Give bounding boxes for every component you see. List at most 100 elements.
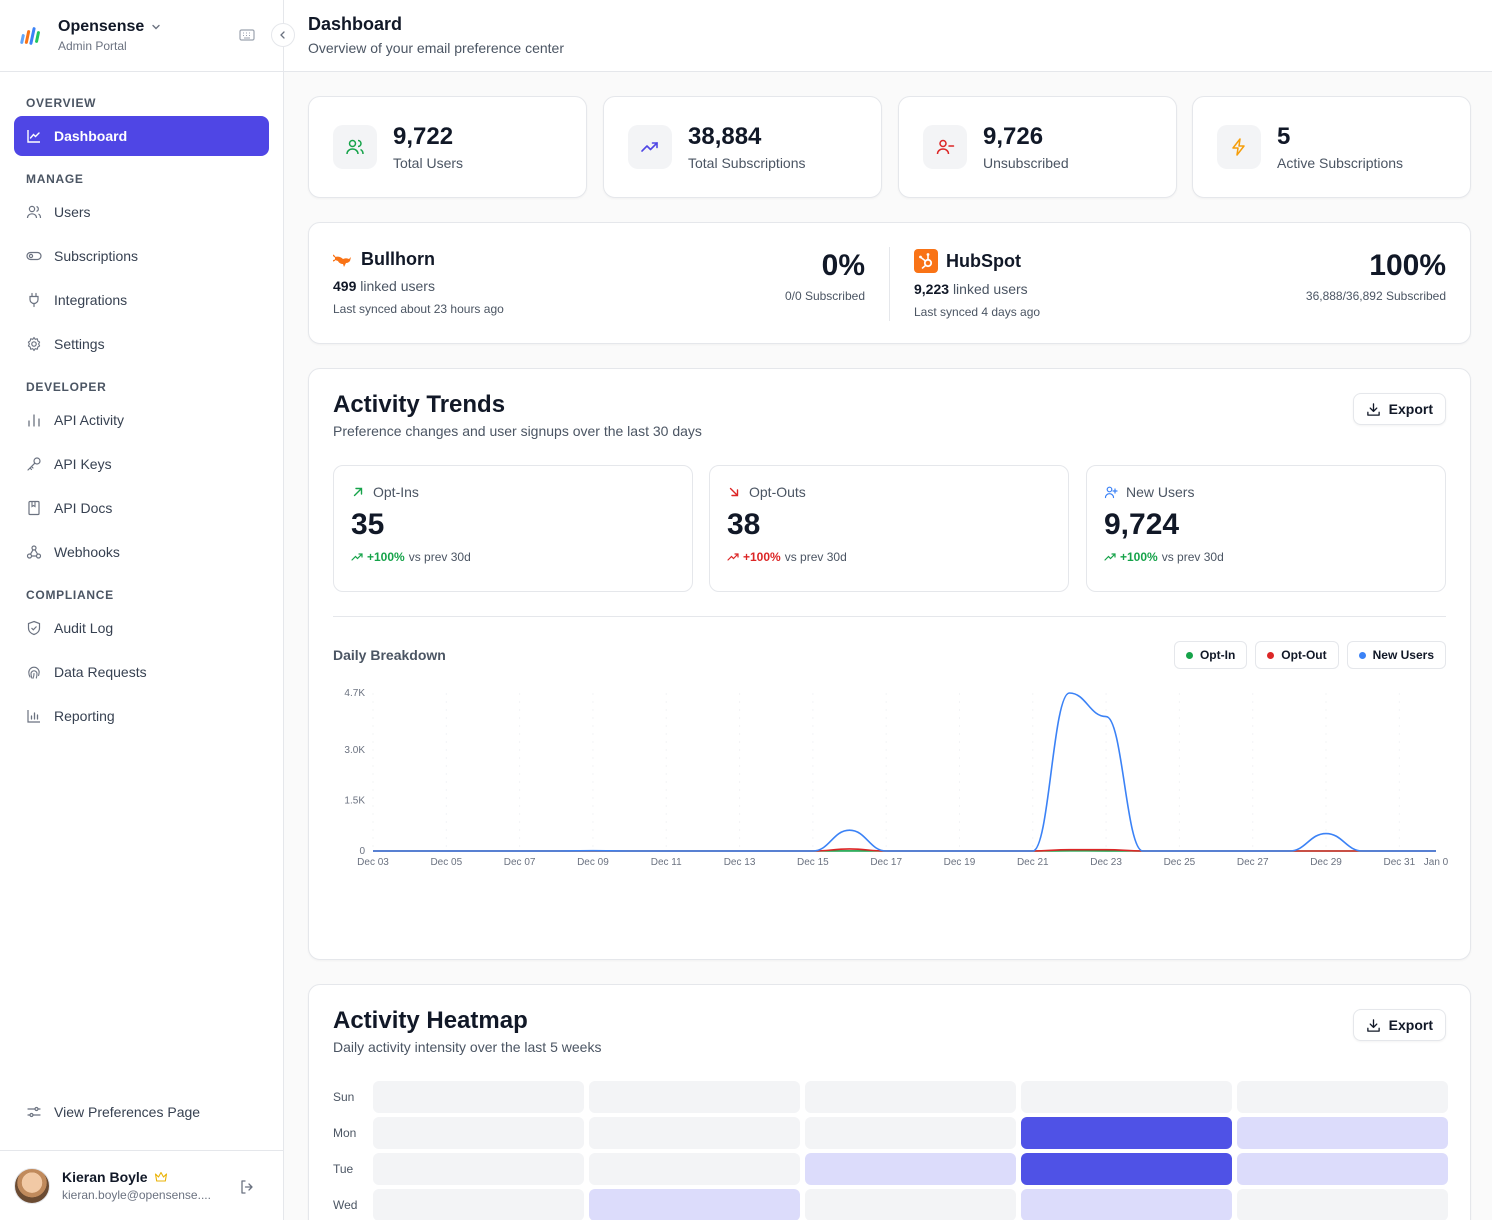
daily-breakdown-chart[interactable]: 0 1.5K 3.0K 4.7K Dec 03 Dec 05 Dec 07 Dec 09 Dec…: [309, 669, 1470, 949]
metric-value: 9,724: [1104, 508, 1180, 541]
activity-trends-title: Activity Trends: [333, 391, 506, 418]
sidebar-item-label: Dashboard: [54, 128, 128, 144]
collapse-sidebar-button[interactable]: [271, 23, 295, 47]
sidebar-item-dashboard[interactable]: Dashboard: [14, 116, 269, 156]
metric-change: +100%: [743, 550, 781, 564]
legend-opt-in[interactable]: Opt-In: [1173, 641, 1248, 669]
x-tick-label: Dec 11: [651, 857, 682, 868]
stat-icon-box: [1217, 125, 1261, 169]
export-trends-button[interactable]: Export: [1352, 393, 1446, 425]
integration-name: HubSpot: [946, 250, 1021, 271]
legend-dot: [1267, 651, 1275, 659]
x-tick-label: Dec 05: [430, 857, 462, 868]
sidebar-item-subscriptions[interactable]: Subscriptions: [14, 236, 269, 276]
user-profile[interactable]: Kieran Boyle kieran.boyle@opensense....: [0, 1150, 283, 1220]
brand-subtitle: Admin Portal: [58, 39, 127, 53]
sidebar-item-users[interactable]: Users: [14, 192, 269, 232]
stat-value: 5: [1277, 123, 1291, 150]
heatmap-cell[interactable]: [589, 1153, 800, 1185]
stat-icon-box: [628, 125, 672, 169]
export-heatmap-button[interactable]: Export: [1352, 1009, 1446, 1041]
bar-chart-icon: [28, 414, 40, 427]
heatmap-cell[interactable]: [1021, 1189, 1232, 1220]
report-icon: [27, 710, 40, 723]
heatmap-cell[interactable]: [1237, 1153, 1448, 1185]
subscribed-ratio: 36,888/36,892 Subscribed: [1305, 289, 1446, 303]
logout-icon[interactable]: [239, 1179, 255, 1195]
chevron-down-icon[interactable]: [150, 21, 162, 33]
integration-name: Bullhorn: [361, 249, 435, 269]
heatmap-cell[interactable]: [589, 1081, 800, 1113]
sidebar-item-audit-log[interactable]: Audit Log: [14, 608, 269, 648]
download-icon: [1366, 1018, 1380, 1032]
opensense-logo-icon: [20, 26, 40, 45]
legend-new-users[interactable]: New Users: [1346, 641, 1446, 669]
sliders-icon: [27, 1106, 41, 1118]
integration-bullhorn[interactable]: Bullhorn 499 linked users Last synced ab…: [309, 223, 889, 343]
heatmap-cell[interactable]: [805, 1081, 1016, 1113]
heatmap-day-label: Sun: [333, 1090, 355, 1104]
sidebar-item-integrations[interactable]: Integrations: [14, 280, 269, 320]
trending-up-icon: [1104, 553, 1116, 561]
stat-label: Unsubscribed: [983, 155, 1069, 171]
x-tick-label: Dec 27: [1237, 857, 1269, 868]
heatmap-cell[interactable]: [373, 1117, 584, 1149]
x-tick-label: Dec 03: [357, 857, 389, 868]
trending-up-icon: [351, 553, 363, 561]
sidebar-item-settings[interactable]: Settings: [14, 324, 269, 364]
heatmap-cell[interactable]: [1237, 1117, 1448, 1149]
legend-dot: [1358, 651, 1366, 659]
heatmap-cell[interactable]: [805, 1153, 1016, 1185]
plug-icon: [29, 292, 39, 308]
heatmap-cell[interactable]: [1021, 1081, 1232, 1113]
activity-heatmap-card: Activity Heatmap Daily activity intensit…: [308, 984, 1471, 1220]
heatmap-cell[interactable]: [1021, 1117, 1232, 1149]
sidebar-item-api-activity[interactable]: API Activity: [14, 400, 269, 440]
export-label: Export: [1388, 401, 1433, 417]
legend-opt-out[interactable]: Opt-Out: [1255, 641, 1339, 669]
stat-value: 9,722: [393, 123, 454, 150]
nav-section-overview: OVERVIEW: [26, 96, 97, 110]
view-preferences-link[interactable]: View Preferences Page: [14, 1092, 269, 1132]
x-tick-label: Dec 09: [577, 857, 609, 868]
linked-count: 9,223: [914, 281, 950, 297]
keyboard-icon[interactable]: [239, 28, 255, 42]
x-tick-label: Dec 25: [1164, 857, 1196, 868]
metric-change: +100%: [1120, 550, 1158, 564]
activity-heatmap-title: Activity Heatmap: [333, 1007, 528, 1034]
heatmap-cell[interactable]: [373, 1081, 584, 1113]
x-tick-label: Dec 15: [797, 857, 829, 868]
heatmap-cell[interactable]: [589, 1189, 800, 1220]
sidebar-item-webhooks[interactable]: Webhooks: [14, 532, 269, 572]
users-icon: [26, 205, 42, 219]
brand-header[interactable]: Opensense Admin Portal: [0, 0, 295, 72]
heatmap-cell[interactable]: [373, 1189, 584, 1220]
heatmap-row: Tue: [333, 1153, 1453, 1185]
sidebar-item-data-requests[interactable]: Data Requests: [14, 652, 269, 692]
heatmap-cell[interactable]: [1021, 1153, 1232, 1185]
brand-name: Opensense: [58, 18, 145, 35]
heatmap-cell[interactable]: [373, 1153, 584, 1185]
legend-dot: [1185, 651, 1193, 659]
chart-line-icon: [27, 130, 40, 143]
heatmap-cell[interactable]: [805, 1189, 1016, 1220]
heatmap-cell[interactable]: [1237, 1189, 1448, 1220]
sidebar-item-api-keys[interactable]: API Keys: [14, 444, 269, 484]
sidebar-item-api-docs[interactable]: API Docs: [14, 488, 269, 528]
sidebar-item-label: Data Requests: [54, 664, 147, 680]
stat-value: 9,726: [983, 123, 1044, 150]
nav-section-developer: DEVELOPER: [26, 380, 107, 394]
integration-hubspot[interactable]: HubSpot 9,223 linked users Last synced 4…: [890, 223, 1470, 343]
x-tick-label: Dec 13: [724, 857, 756, 868]
heatmap-cell[interactable]: [589, 1117, 800, 1149]
heatmap-row: Wed: [333, 1189, 1453, 1220]
metric-label: Opt-Outs: [749, 484, 806, 500]
sidebar-item-reporting[interactable]: Reporting: [14, 696, 269, 736]
heatmap-cell[interactable]: [805, 1117, 1016, 1149]
stat-label: Total Users: [393, 155, 464, 171]
legend-label: Opt-In: [1199, 648, 1236, 662]
heatmap-cell[interactable]: [1237, 1081, 1448, 1113]
stat-card-active-subscriptions: 5 Active Subscriptions: [1192, 96, 1471, 198]
heatmap-day-label: Mon: [333, 1126, 357, 1140]
metric-new-users: New Users 9,724 +100% vs prev 30d: [1086, 465, 1446, 592]
